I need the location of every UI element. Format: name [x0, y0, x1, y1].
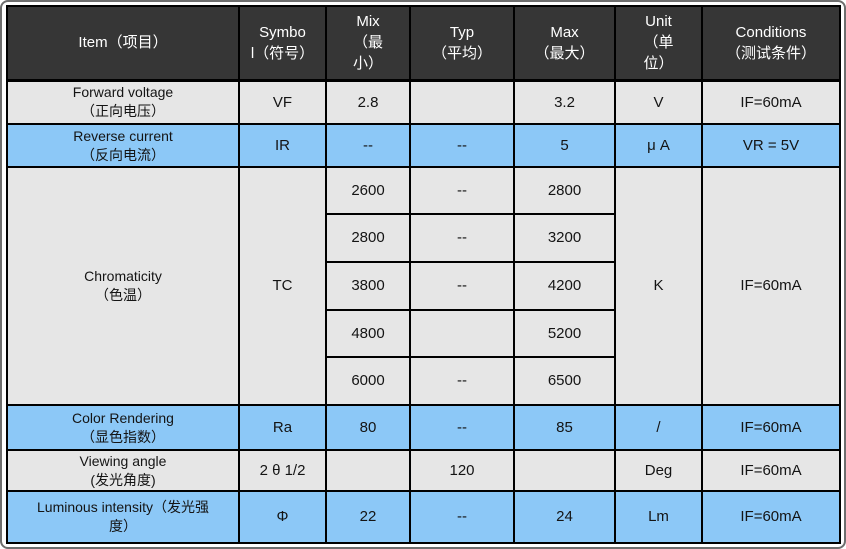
chromaticity-3-max: 4200 — [513, 261, 616, 311]
header-max: Max （最大） — [513, 5, 616, 82]
color-rendering-conditions: IF=60mA — [701, 404, 841, 451]
chromaticity-1-mix: 2600 — [325, 166, 411, 215]
row-forward-voltage: Forward voltage （正向电压） VF 2.8 3.2 V IF=6… — [6, 79, 841, 125]
chromaticity-2-max: 3200 — [513, 213, 616, 263]
chromaticity-3-typ: -- — [409, 261, 515, 311]
color-rendering-mix: 80 — [325, 404, 411, 451]
chromaticity-item: Chromaticity （色温） — [6, 166, 240, 406]
chromaticity-1-max: 2800 — [513, 166, 616, 215]
forward-voltage-symbol: VF — [238, 79, 327, 125]
color-rendering-max: 85 — [513, 404, 616, 451]
row-luminous-intensity: Luminous intensity（发光强 度） Φ 22 -- 24 Lm … — [6, 490, 841, 544]
header-item: Item（项目） — [6, 5, 240, 82]
color-rendering-item: Color Rendering （显色指数） — [6, 404, 240, 451]
forward-voltage-typ — [409, 79, 515, 125]
row-chromaticity-5: 6000 -- 6500 — [7, 356, 840, 406]
forward-voltage-unit: V — [614, 79, 703, 125]
chromaticity-conditions: IF=60mA — [701, 166, 841, 406]
header-typ: Typ （平均） — [409, 5, 515, 82]
chromaticity-5-typ: -- — [409, 356, 515, 406]
row-chromaticity-2: 2800 -- 3200 — [7, 213, 840, 263]
header-mix: Mix （最 小） — [325, 5, 411, 82]
viewing-angle-unit: Deg — [614, 449, 703, 492]
luminous-intensity-typ: -- — [409, 490, 515, 544]
chromaticity-3-mix: 3800 — [325, 261, 411, 311]
viewing-angle-max — [513, 449, 616, 492]
chromaticity-2-mix: 2800 — [325, 213, 411, 263]
chromaticity-5-mix: 6000 — [325, 356, 411, 406]
reverse-current-item: Reverse current （反向电流） — [6, 123, 240, 168]
reverse-current-symbol: IR — [238, 123, 327, 168]
chromaticity-4-mix: 4800 — [325, 309, 411, 358]
chromaticity-4-typ — [409, 309, 515, 358]
viewing-angle-typ: 120 — [409, 449, 515, 492]
color-rendering-symbol: Ra — [238, 404, 327, 451]
header-symbol: Symbo l（符号） — [238, 5, 327, 82]
color-rendering-typ: -- — [409, 404, 515, 451]
led-spec-table: Item（项目） Symbo l（符号） Mix （最 小） Typ （平均） … — [6, 5, 841, 544]
viewing-angle-symbol: 2 θ 1/2 — [238, 449, 327, 492]
chromaticity-unit: K — [614, 166, 703, 406]
forward-voltage-max: 3.2 — [513, 79, 616, 125]
reverse-current-mix: -- — [325, 123, 411, 168]
chromaticity-1-typ: -- — [409, 166, 515, 215]
luminous-intensity-conditions: IF=60mA — [701, 490, 841, 544]
luminous-intensity-max: 24 — [513, 490, 616, 544]
reverse-current-conditions: VR = 5V — [701, 123, 841, 168]
header-unit: Unit （单 位） — [614, 5, 703, 82]
forward-voltage-mix: 2.8 — [325, 79, 411, 125]
reverse-current-typ: -- — [409, 123, 515, 168]
viewing-angle-conditions: IF=60mA — [701, 449, 841, 492]
viewing-angle-mix — [325, 449, 411, 492]
row-chromaticity-3: 3800 -- 4200 — [7, 261, 840, 311]
row-color-rendering: Color Rendering （显色指数） Ra 80 -- 85 / IF=… — [6, 404, 841, 451]
color-rendering-unit: / — [614, 404, 703, 451]
row-viewing-angle: Viewing angle (发光角度) 2 θ 1/2 120 Deg IF=… — [6, 449, 841, 492]
header-conditions: Conditions （测试条件） — [701, 5, 841, 82]
row-reverse-current: Reverse current （反向电流） IR -- -- 5 μ A VR… — [6, 123, 841, 168]
chromaticity-symbol: TC — [238, 166, 327, 406]
luminous-intensity-mix: 22 — [325, 490, 411, 544]
chromaticity-5-max: 6500 — [513, 356, 616, 406]
luminous-intensity-unit: Lm — [614, 490, 703, 544]
chromaticity-2-typ: -- — [409, 213, 515, 263]
luminous-intensity-symbol: Φ — [238, 490, 327, 544]
luminous-intensity-item: Luminous intensity（发光强 度） — [6, 490, 240, 544]
reverse-current-max: 5 — [513, 123, 616, 168]
forward-voltage-conditions: IF=60mA — [701, 79, 841, 125]
forward-voltage-item: Forward voltage （正向电压） — [6, 79, 240, 125]
row-chromaticity-4: 4800 5200 — [7, 309, 840, 358]
row-chromaticity-1: Chromaticity （色温） TC 2600 -- 2800 K IF=6… — [6, 166, 841, 406]
reverse-current-unit: μ A — [614, 123, 703, 168]
chromaticity-4-max: 5200 — [513, 309, 616, 358]
header-row: Item（项目） Symbo l（符号） Mix （最 小） Typ （平均） … — [6, 5, 841, 82]
viewing-angle-item: Viewing angle (发光角度) — [6, 449, 240, 492]
